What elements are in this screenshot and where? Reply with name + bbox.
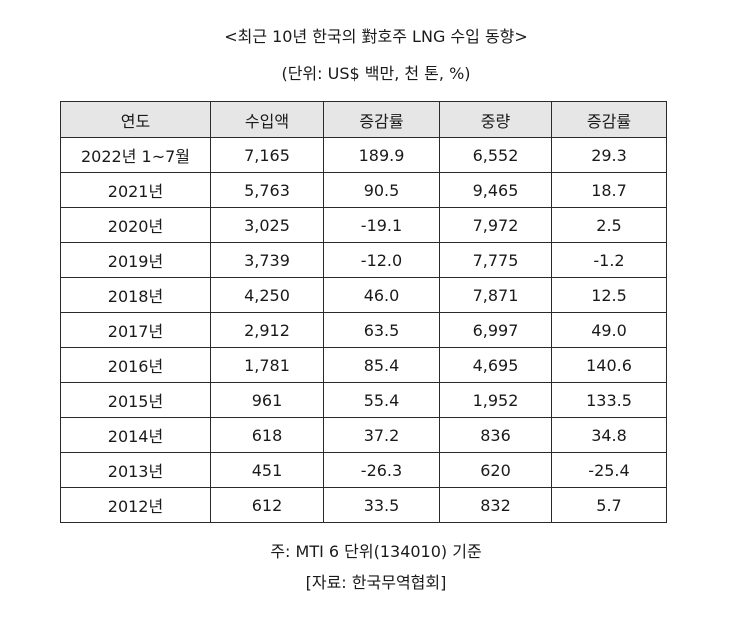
cell-weight-change-rate: 2.5 bbox=[551, 207, 667, 243]
cell-weight: 7,871 bbox=[439, 277, 552, 313]
source-credit: [자료: 한국무역협회] bbox=[305, 573, 447, 592]
cell-value-change-rate: 90.5 bbox=[323, 172, 440, 208]
table-row: 2018년 4,250 46.0 7,871 12.5 bbox=[60, 277, 667, 313]
cell-value-change-rate: 55.4 bbox=[323, 382, 440, 418]
cell-year: 2021년 bbox=[60, 172, 211, 208]
cell-year: 2017년 bbox=[60, 312, 211, 348]
header-year: 연도 bbox=[60, 101, 211, 138]
cell-import-value: 2,912 bbox=[210, 312, 324, 348]
cell-weight: 4,695 bbox=[439, 347, 552, 383]
cell-import-value: 1,781 bbox=[210, 347, 324, 383]
header-weight: 중량 bbox=[439, 101, 552, 138]
cell-value-change-rate: 46.0 bbox=[323, 277, 440, 313]
header-value-change-rate: 증감률 bbox=[323, 101, 440, 138]
table-row: 2016년 1,781 85.4 4,695 140.6 bbox=[60, 347, 667, 383]
cell-import-value: 612 bbox=[210, 487, 324, 523]
cell-weight-change-rate: -1.2 bbox=[551, 242, 667, 278]
cell-import-value: 618 bbox=[210, 417, 324, 453]
cell-value-change-rate: -26.3 bbox=[323, 452, 440, 488]
cell-import-value: 3,025 bbox=[210, 207, 324, 243]
header-import-value: 수입액 bbox=[210, 101, 324, 138]
table-title: <최근 10년 한국의 對호주 LNG 수입 동향> bbox=[224, 27, 528, 46]
table-body: 2022년 1~7월 7,165 189.9 6,552 29.3 2021년 5,763 9… bbox=[60, 137, 667, 523]
table-row: 2015년 961 55.4 1,952 133.5 bbox=[60, 382, 667, 418]
header-weight-change-rate: 증감률 bbox=[551, 101, 667, 138]
cell-weight-change-rate: -25.4 bbox=[551, 452, 667, 488]
cell-import-value: 3,739 bbox=[210, 242, 324, 278]
table-row: 2014년 618 37.2 836 34.8 bbox=[60, 417, 667, 453]
cell-weight-change-rate: 34.8 bbox=[551, 417, 667, 453]
cell-weight: 9,465 bbox=[439, 172, 552, 208]
cell-import-value: 4,250 bbox=[210, 277, 324, 313]
cell-weight-change-rate: 18.7 bbox=[551, 172, 667, 208]
table-row: 2020년 3,025 -19.1 7,972 2.5 bbox=[60, 207, 667, 243]
cell-weight-change-rate: 5.7 bbox=[551, 487, 667, 523]
table-header-row: 연도 수입액 증감률 중량 증감률 bbox=[60, 101, 667, 138]
table-row: 2022년 1~7월 7,165 189.9 6,552 29.3 bbox=[60, 137, 667, 173]
cell-weight: 1,952 bbox=[439, 382, 552, 418]
cell-weight-change-rate: 140.6 bbox=[551, 347, 667, 383]
cell-year: 2012년 bbox=[60, 487, 211, 523]
cell-weight: 6,997 bbox=[439, 312, 552, 348]
cell-value-change-rate: -19.1 bbox=[323, 207, 440, 243]
cell-weight-change-rate: 29.3 bbox=[551, 137, 667, 173]
cell-year: 2018년 bbox=[60, 277, 211, 313]
table-row: 2021년 5,763 90.5 9,465 18.7 bbox=[60, 172, 667, 208]
cell-import-value: 961 bbox=[210, 382, 324, 418]
cell-weight: 832 bbox=[439, 487, 552, 523]
cell-year: 2014년 bbox=[60, 417, 211, 453]
table-row: 2017년 2,912 63.5 6,997 49.0 bbox=[60, 312, 667, 348]
cell-weight-change-rate: 12.5 bbox=[551, 277, 667, 313]
footnote: 주: MTI 6 단위(134010) 기준 bbox=[270, 542, 482, 561]
cell-year: 2019년 bbox=[60, 242, 211, 278]
cell-import-value: 5,763 bbox=[210, 172, 324, 208]
cell-value-change-rate: 33.5 bbox=[323, 487, 440, 523]
cell-year: 2020년 bbox=[60, 207, 211, 243]
table-row: 2019년 3,739 -12.0 7,775 -1.2 bbox=[60, 242, 667, 278]
cell-year: 2013년 bbox=[60, 452, 211, 488]
cell-weight: 6,552 bbox=[439, 137, 552, 173]
cell-weight: 7,775 bbox=[439, 242, 552, 278]
lng-import-table: 연도 수입액 증감률 중량 증감률 2022년 1~7월 7,165 189.9 6,… bbox=[60, 101, 667, 523]
cell-weight-change-rate: 133.5 bbox=[551, 382, 667, 418]
cell-weight: 836 bbox=[439, 417, 552, 453]
unit-note: (단위: US$ 백만, 천 톤, %) bbox=[281, 64, 471, 83]
cell-year: 2022년 1~7월 bbox=[60, 137, 211, 173]
cell-weight-change-rate: 49.0 bbox=[551, 312, 667, 348]
cell-value-change-rate: 189.9 bbox=[323, 137, 440, 173]
cell-weight: 7,972 bbox=[439, 207, 552, 243]
cell-value-change-rate: 37.2 bbox=[323, 417, 440, 453]
cell-value-change-rate: 63.5 bbox=[323, 312, 440, 348]
cell-value-change-rate: 85.4 bbox=[323, 347, 440, 383]
cell-import-value: 451 bbox=[210, 452, 324, 488]
cell-value-change-rate: -12.0 bbox=[323, 242, 440, 278]
cell-import-value: 7,165 bbox=[210, 137, 324, 173]
table-row: 2012년 612 33.5 832 5.7 bbox=[60, 487, 667, 523]
cell-year: 2015년 bbox=[60, 382, 211, 418]
cell-weight: 620 bbox=[439, 452, 552, 488]
table-row: 2013년 451 -26.3 620 -25.4 bbox=[60, 452, 667, 488]
cell-year: 2016년 bbox=[60, 347, 211, 383]
